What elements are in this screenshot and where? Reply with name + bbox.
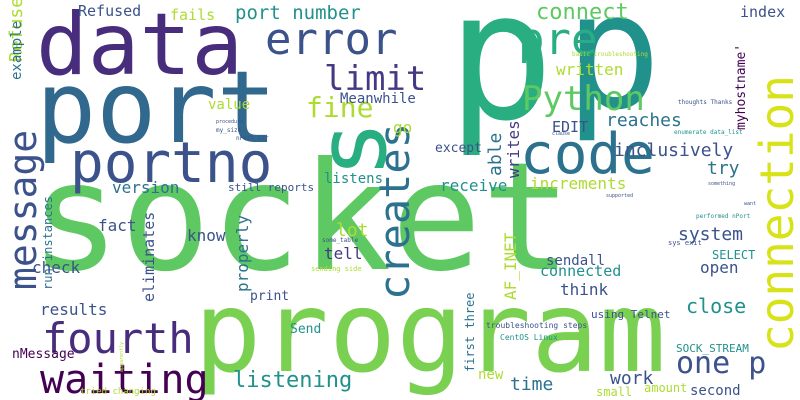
word-fact: fact [98, 216, 137, 235]
word-send: Send [290, 322, 322, 337]
word-listening: listening [233, 368, 353, 393]
word-performed-nport: performed nPort [696, 213, 751, 220]
word-myhostname: myhostname' [734, 43, 749, 130]
word-receive: receive [440, 176, 508, 195]
word-new: new [478, 367, 504, 383]
word-data: data [36, 0, 244, 95]
word-portno: portno [70, 131, 273, 196]
word-select: SELECT [712, 248, 756, 262]
word-waiting: waiting [40, 357, 209, 400]
word-time: time [510, 374, 554, 395]
word-except: except [435, 141, 482, 156]
word-socket: socket [30, 131, 572, 305]
word-tried-changing: tried changing [80, 387, 156, 397]
word-results: results [40, 300, 108, 319]
word-thoughts-thanks: thoughts Thanks [678, 99, 733, 106]
word-something: something [708, 181, 736, 187]
word-enumerate-data-list: enumerate data_list [674, 129, 743, 136]
word-written: written [556, 60, 624, 79]
word-supported: supported [606, 193, 634, 199]
word-system: system [678, 224, 744, 245]
word-value: value [208, 97, 251, 113]
word-code: code [520, 122, 655, 187]
word-know: know [187, 226, 226, 245]
word-able: able [485, 132, 506, 176]
word-inclusively: inclusively [614, 140, 734, 161]
word-print: print [250, 289, 290, 304]
word-want: want [744, 201, 757, 207]
word-listens: listens [324, 171, 384, 187]
word-example: example [9, 20, 25, 80]
word-nmessage: nMessage [12, 347, 75, 362]
word-program: program [194, 268, 667, 398]
word-close: close [686, 294, 747, 318]
word-still-reports: still reports [228, 181, 315, 194]
word-reaches: reaches [606, 110, 682, 131]
word-small: small [596, 385, 633, 399]
word-af-inet: AF_INET [501, 232, 520, 300]
word-connection: connection [750, 75, 800, 352]
word-clause: clause [552, 131, 571, 137]
word-pre: pre [518, 14, 598, 65]
word-edit: EDIT [552, 118, 589, 136]
word-fails: fails [170, 6, 216, 24]
word-error: error [265, 14, 398, 65]
word-amount: amount [644, 381, 688, 395]
word-troubleshooting-steps: troubleshooting steps [486, 321, 588, 330]
word-eliminates: eliminates [140, 211, 158, 302]
word-version: version [112, 178, 180, 197]
word-refused-top: Refused [78, 2, 142, 20]
word-sock-stream: SOCK_STREAM [676, 342, 749, 355]
word-properly: properly [233, 214, 252, 292]
word-fine: fine [306, 91, 374, 124]
word-python: Python [522, 79, 645, 119]
word-p-1: p [447, 0, 555, 160]
word-port: port [36, 49, 277, 166]
word-index: index [740, 3, 786, 21]
word-apparently: apparently [119, 341, 125, 372]
word-my-size: my_size [216, 127, 242, 134]
word-work: work [610, 368, 654, 389]
word-try: try [707, 158, 740, 179]
word-open: open [700, 258, 739, 277]
word-nport-str: nPort str [236, 135, 269, 142]
word-limit: limit [324, 59, 427, 99]
word-using-telnet: using Telnet [591, 308, 671, 321]
word-port-number: port number [235, 2, 361, 24]
word-centos-linux: CentOS Linux [500, 333, 558, 342]
word-sendall: sendall [546, 253, 606, 269]
word-procedure: procedure [216, 119, 244, 125]
word-check: check [32, 258, 81, 277]
word-first-three: first three [463, 292, 477, 372]
word-writes: writes [504, 120, 523, 178]
word-one-p: one p [676, 346, 767, 381]
word-some-table: some_table [322, 237, 359, 244]
word-increments: increments [530, 174, 627, 193]
word-p-2: p [565, 0, 662, 145]
word-fourth: fourth [42, 314, 194, 363]
word-connected: connected [540, 262, 622, 280]
word-sending-side: sending side [311, 265, 362, 273]
word-think: think [560, 280, 609, 299]
word-tell: tell [324, 244, 363, 263]
word-connect: connect [536, 0, 629, 25]
word-lot: lot [336, 220, 369, 241]
word-second: second [690, 383, 741, 399]
word-meanwhile: Meanwhile [340, 91, 416, 107]
word-basic-troubleshooting: basic troubleshooting [572, 51, 648, 58]
word-go: go [393, 118, 413, 137]
word-sys-exit: sys exit [668, 239, 702, 247]
word-creates: creates [370, 122, 419, 300]
